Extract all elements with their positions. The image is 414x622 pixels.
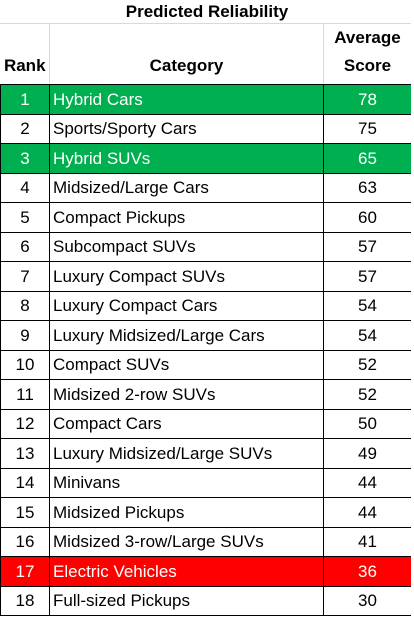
score-cell: 63 [323,172,412,203]
category-cell: Compact SUVs [49,349,324,380]
header-row: Rank Category Average Score [0,24,412,85]
rank-cell: 13 [0,438,50,469]
rank-cell: 18 [0,585,50,616]
category-cell: Midsized 3-row/Large SUVs [49,526,324,557]
rank-cell: 9 [0,320,50,351]
reliability-table: Rank Category Average Score 1 Hybrid Cars… [0,24,412,616]
score-cell: 57 [323,261,412,292]
category-cell: Compact Pickups [49,202,324,233]
rank-cell: 8 [0,290,50,321]
category-cell: Sports/Sporty Cars [49,113,324,144]
score-cell: 52 [323,379,412,410]
rank-cell: 2 [0,113,50,144]
rank-cell: 5 [0,202,50,233]
table-row: 5 Compact Pickups 60 [0,202,412,233]
rank-cell: 11 [0,379,50,410]
category-cell: Luxury Compact Cars [49,290,324,321]
score-cell: 30 [323,585,412,616]
rank-cell: 12 [0,408,50,439]
rank-cell: 15 [0,497,50,528]
rank-cell: 17 [0,556,50,587]
table-row: 10 Compact SUVs 52 [0,349,412,380]
header-score-line2: Score [343,56,392,75]
category-cell: Hybrid Cars [49,84,324,115]
category-cell: Luxury Midsized/Large SUVs [49,438,324,469]
category-cell: Full-sized Pickups [49,585,324,616]
rank-cell: 14 [0,467,50,498]
category-cell: Luxury Compact SUVs [49,261,324,292]
header-category: Category [49,24,324,85]
table-body: 1 Hybrid Cars 78 2 Sports/Sporty Cars 75 3 Hybr… [0,84,412,616]
category-cell: Hybrid SUVs [49,143,324,174]
score-cell: 41 [323,526,412,557]
score-cell: 50 [323,408,412,439]
table-row: 7 Luxury Compact SUVs 57 [0,261,412,292]
table-row: 11 Midsized 2-row SUVs 52 [0,379,412,410]
score-cell: 36 [323,556,412,587]
table-row: 14 Minivans 44 [0,467,412,498]
rank-cell: 6 [0,231,50,262]
category-cell: Midsized/Large Cars [49,172,324,203]
header-average-score: Average Score [323,24,412,85]
rank-cell: 3 [0,143,50,174]
table-row: 9 Luxury Midsized/Large Cars 54 [0,320,412,351]
header-score-line1: Average [334,28,401,47]
score-cell: 60 [323,202,412,233]
table-row: 15 Midsized Pickups 44 [0,497,412,528]
table-row: 17 Electric Vehicles 36 [0,556,412,587]
category-cell: Compact Cars [49,408,324,439]
table-row: 12 Compact Cars 50 [0,408,412,439]
table-row: 13 Luxury Midsized/Large SUVs 49 [0,438,412,469]
score-cell: 78 [323,84,412,115]
score-cell: 65 [323,143,412,174]
score-cell: 75 [323,113,412,144]
category-cell: Minivans [49,467,324,498]
category-cell: Midsized 2-row SUVs [49,379,324,410]
table-row: 18 Full-sized Pickups 30 [0,585,412,616]
table-row: 4 Midsized/Large Cars 63 [0,172,412,203]
table-title: Predicted Reliability [0,0,414,24]
rank-cell: 7 [0,261,50,292]
rank-cell: 1 [0,84,50,115]
header-rank: Rank [0,24,50,85]
score-cell: 44 [323,467,412,498]
header-category-label: Category [149,56,224,75]
score-cell: 57 [323,231,412,262]
header-rank-label: Rank [3,56,46,75]
table-row: 1 Hybrid Cars 78 [0,84,412,115]
table-row: 3 Hybrid SUVs 65 [0,143,412,174]
table-row: 8 Luxury Compact Cars 54 [0,290,412,321]
sheet-edge [411,0,414,622]
category-cell: Electric Vehicles [49,556,324,587]
table-row: 2 Sports/Sporty Cars 75 [0,113,412,144]
rank-cell: 10 [0,349,50,380]
category-cell: Luxury Midsized/Large Cars [49,320,324,351]
score-cell: 52 [323,349,412,380]
score-cell: 44 [323,497,412,528]
table-row: 6 Subcompact SUVs 57 [0,231,412,262]
rank-cell: 16 [0,526,50,557]
category-cell: Subcompact SUVs [49,231,324,262]
rank-cell: 4 [0,172,50,203]
category-cell: Midsized Pickups [49,497,324,528]
score-cell: 49 [323,438,412,469]
table-row: 16 Midsized 3-row/Large SUVs 41 [0,526,412,557]
score-cell: 54 [323,290,412,321]
score-cell: 54 [323,320,412,351]
